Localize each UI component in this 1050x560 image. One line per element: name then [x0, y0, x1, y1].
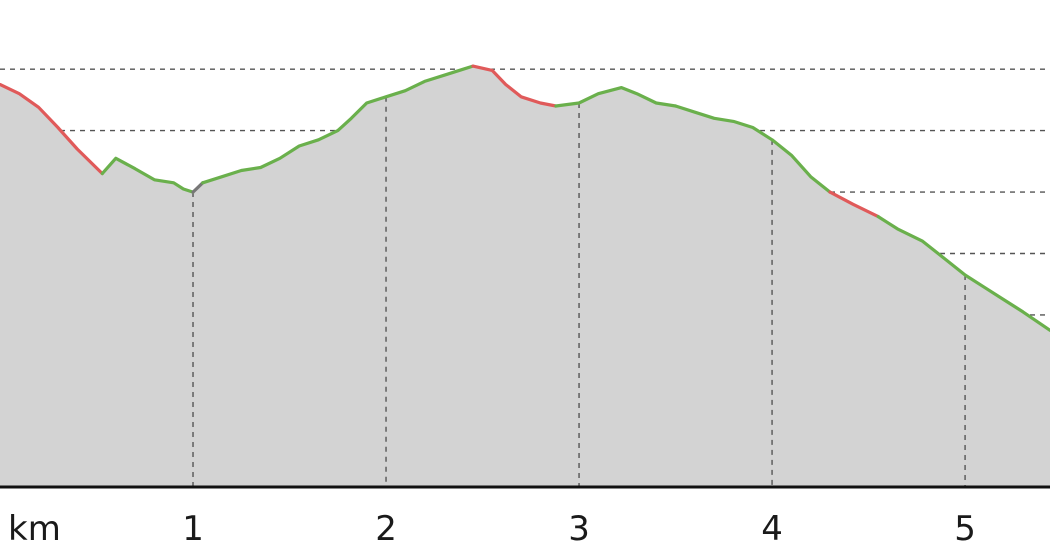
- vertical-gridlines: [192, 96, 966, 487]
- elevation-area: [0, 66, 1050, 487]
- profile-segment-climb-6: [674, 104, 832, 194]
- x-tick-label-1: 1: [182, 509, 204, 549]
- x-tick-label-4: 4: [761, 509, 783, 549]
- profile-segment-descent-7: [828, 190, 880, 219]
- x-tick-label-5: 5: [954, 509, 976, 549]
- x-tick-label-2: 2: [375, 509, 397, 549]
- profile-segment-climb-8: [876, 215, 1050, 332]
- x-axis-ticks: km 1 2 3 4 5: [8, 509, 976, 549]
- x-tick-label-3: 3: [568, 509, 590, 549]
- profile-segment-descent-0: [0, 82, 104, 176]
- x-axis-unit-label: km: [8, 509, 61, 549]
- profile-segment-descent-4: [471, 64, 558, 108]
- profile-segment-climb-3: [201, 64, 475, 185]
- profile-segment-flat-2: [191, 181, 205, 194]
- profile-segment-climb-1: [100, 156, 195, 194]
- elevation-profile-line: [0, 64, 1050, 332]
- profile-segment-climb-5: [554, 86, 678, 108]
